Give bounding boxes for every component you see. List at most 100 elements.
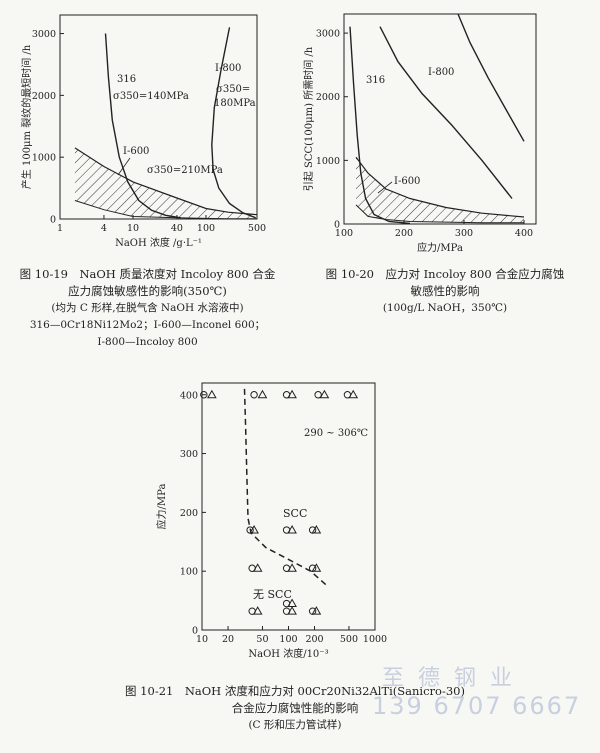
data-point-triangle (287, 598, 297, 608)
x-axis-label: NaOH 浓度 /g·L⁻¹ (115, 236, 202, 249)
x-tick-label: 4 (101, 223, 107, 234)
annotation: 无 SCC (253, 588, 292, 601)
x-tick-label: 100 (279, 634, 297, 645)
y-tick-label: 1000 (316, 156, 340, 167)
x-tick-label: 500 (248, 223, 266, 234)
plot-frame (343, 13, 537, 225)
series-line (379, 26, 513, 199)
series-line (104, 33, 181, 219)
x-tick-label: 10 (127, 223, 139, 234)
data-point-triangle (206, 389, 217, 399)
watermark-phone: 139 6707 6667 (372, 692, 582, 720)
y-tick-label: 100 (180, 567, 198, 578)
watermark: 至德钢业 139 6707 6667 (372, 660, 597, 720)
x-tick-label: 10 (196, 634, 208, 645)
x-tick-label: 200 (395, 228, 413, 239)
caption-line: I-800—Incoloy 800 (97, 336, 198, 348)
caption-10-19: 图 10-19 NaOH 质量浓度对 Incoloy 800 合金 应力腐蚀敏感… (5, 266, 290, 351)
y-tick-label: 200 (180, 508, 198, 519)
data-point-triangle (252, 563, 263, 572)
data-point-triangle (249, 525, 259, 534)
annotation: 180MPa (214, 98, 256, 109)
y-tick-label: 300 (180, 449, 198, 460)
x-tick-label: 200 (305, 634, 323, 645)
annotation: σ350=210MPa (147, 165, 223, 176)
annotation: I-800 (428, 67, 454, 78)
band-upper-line (355, 156, 525, 218)
chart-10-20: 100 200 300 400 0 1000 2000 3000 应力/MPa 引起 SCC(10… (302, 13, 537, 254)
scatter-band (74, 147, 258, 219)
caption-line: (C 形和压力管试样) (248, 719, 342, 731)
watermark-name: 至德钢业 (382, 666, 527, 691)
x-tick-label: 20 (222, 634, 234, 645)
annotation: 316 (366, 75, 385, 86)
band-lower-line (355, 204, 524, 224)
caption-10-20: 图 10-20 应力对 Incoloy 800 合金应力腐蚀 敏感性的影响 (1… (300, 266, 590, 317)
data-point-circle (200, 391, 208, 399)
leader-line (377, 181, 393, 194)
data-point-circle (250, 391, 258, 399)
y-tick-label: 0 (50, 215, 56, 226)
caption-line: (均为 C 形样,在脱气含 NaOH 水溶液中) (51, 302, 244, 314)
y-tick-label: 3000 (316, 29, 340, 40)
data-point-triangle (311, 563, 322, 572)
x-tick-label: 300 (455, 228, 473, 239)
x-tick-label: 40 (171, 223, 183, 234)
x-tick-label: 1000 (363, 634, 387, 645)
data-point-triangle (287, 606, 297, 615)
annotation: σ350= (216, 84, 250, 95)
caption-10-21: 图 10-21 NaOH 浓度和应力对 00Cr20Ni32AlTi(Sanic… (95, 683, 495, 734)
y-axis-label: 引起 SCC(100μm) 所需时间 /h (302, 46, 315, 191)
y-tick-label: 1000 (32, 153, 56, 164)
annotation: SCC (283, 507, 307, 520)
data-point-triangle (348, 389, 359, 399)
annotation: 290 ~ 306℃ (304, 428, 368, 439)
y-tick-label: 2000 (316, 92, 340, 103)
data-point-triangle (319, 389, 330, 399)
leader-line (117, 157, 131, 176)
caption-line: 应力腐蚀敏感性的影响(350℃) (68, 284, 227, 298)
data-point-triangle (287, 563, 297, 572)
x-axis-label: 应力/MPa (417, 241, 463, 254)
y-tick-label: 3000 (32, 29, 56, 40)
caption-line: (100g/L NaOH，350℃) (382, 302, 508, 314)
band-upper-line (74, 147, 258, 216)
x-tick-label: 1 (57, 223, 63, 234)
y-tick-label: 2000 (32, 91, 56, 102)
x-tick-label: 100 (197, 223, 215, 234)
caption-title: 图 10-19 NaOH 质量浓度对 Incoloy 800 合金 (19, 267, 276, 281)
data-point-triangle (252, 606, 263, 615)
data-point-triangle (311, 525, 322, 534)
data-point-circle (314, 391, 322, 399)
caption-line: 合金应力腐蚀性能的影响 (231, 701, 359, 715)
y-axis-label: 应力/MPa (155, 484, 168, 530)
x-tick-label: 100 (335, 228, 353, 239)
data-point-triangle (257, 389, 268, 399)
annotation: I-600 (394, 176, 420, 187)
chart-10-19: 1 4 10 40 100 500 0 1000 2000 3000 NaOH 浓度 /g·L⁻¹ 产… (20, 14, 266, 249)
scc-boundary-line (243, 388, 328, 587)
x-tick-label: 400 (515, 228, 533, 239)
y-tick-label: 0 (192, 626, 198, 637)
scatter-band (356, 157, 524, 223)
caption-title: 图 10-21 NaOH 浓度和应力对 00Cr20Ni32AlTi(Sanic… (125, 684, 465, 698)
x-tick-label: 50 (256, 634, 268, 645)
x-tick-label: 500 (340, 634, 358, 645)
series-line (457, 13, 525, 142)
data-point-triangle (287, 389, 297, 399)
data-point-triangle (287, 525, 297, 534)
annotation: I-600 (123, 146, 149, 157)
series-line (349, 26, 411, 225)
series-line (211, 27, 256, 219)
x-axis-label: NaOH 浓度/10⁻³ (248, 647, 328, 660)
annotation: σ350=140MPa (113, 91, 189, 102)
annotation: I-800 (215, 63, 241, 74)
y-axis-label: 产生 100μm 裂纹的最短时间 /h (20, 44, 33, 189)
y-tick-label: 0 (334, 220, 340, 231)
plot-frame (59, 14, 258, 220)
caption-line: 敏感性的影响 (410, 284, 480, 298)
annotation: 316 (117, 74, 136, 85)
caption-line: 316—0Cr18Ni12Mo2；I-600—Inconel 600； (29, 319, 266, 331)
data-point-triangle (311, 606, 322, 615)
